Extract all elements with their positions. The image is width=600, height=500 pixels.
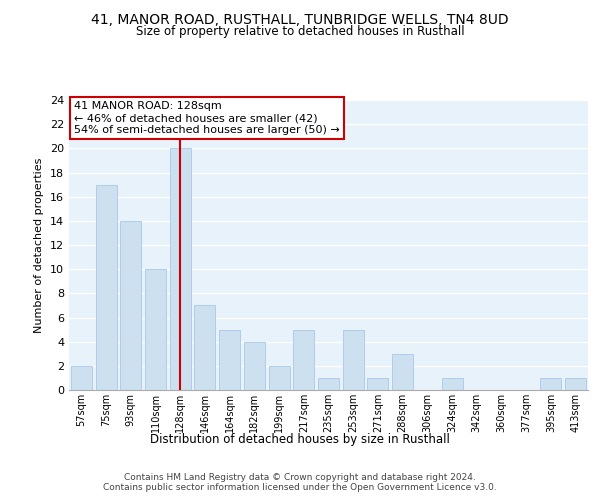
Text: 41, MANOR ROAD, RUSTHALL, TUNBRIDGE WELLS, TN4 8UD: 41, MANOR ROAD, RUSTHALL, TUNBRIDGE WELL… xyxy=(91,12,509,26)
Bar xyxy=(293,330,314,390)
Bar xyxy=(244,342,265,390)
Bar xyxy=(219,330,240,390)
Bar xyxy=(392,354,413,390)
Bar xyxy=(565,378,586,390)
Bar xyxy=(541,378,562,390)
Bar xyxy=(71,366,92,390)
Bar xyxy=(120,221,141,390)
Text: Size of property relative to detached houses in Rusthall: Size of property relative to detached ho… xyxy=(136,25,464,38)
Text: Contains HM Land Registry data © Crown copyright and database right 2024.
Contai: Contains HM Land Registry data © Crown c… xyxy=(103,472,497,492)
Bar xyxy=(318,378,339,390)
Bar xyxy=(442,378,463,390)
Bar xyxy=(343,330,364,390)
Bar xyxy=(145,269,166,390)
Bar xyxy=(95,184,116,390)
Bar xyxy=(367,378,388,390)
Bar xyxy=(170,148,191,390)
Y-axis label: Number of detached properties: Number of detached properties xyxy=(34,158,44,332)
Text: Distribution of detached houses by size in Rusthall: Distribution of detached houses by size … xyxy=(150,432,450,446)
Bar xyxy=(194,306,215,390)
Bar xyxy=(269,366,290,390)
Text: 41 MANOR ROAD: 128sqm
← 46% of detached houses are smaller (42)
54% of semi-deta: 41 MANOR ROAD: 128sqm ← 46% of detached … xyxy=(74,102,340,134)
